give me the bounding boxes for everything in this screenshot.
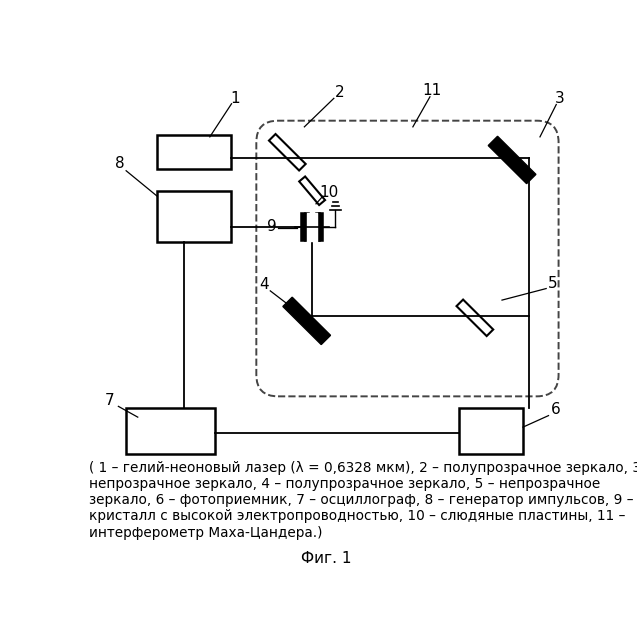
Text: 2: 2: [334, 84, 344, 100]
Bar: [157, 134, 231, 169]
Text: непрозрачное зеркало, 4 – полупрозрачное зеркало, 5 – непрозрачное: непрозрачное зеркало, 4 – полупрозрачное…: [89, 477, 600, 491]
Text: 8: 8: [115, 156, 125, 170]
Text: интерферометр Маха-Цандера.): интерферометр Маха-Цандера.): [89, 525, 322, 540]
Text: зеркало, 6 – фотоприемник, 7 – осциллограф, 8 – генератор импульсов, 9 –: зеркало, 6 – фотоприемник, 7 – осциллогр…: [89, 493, 633, 508]
Polygon shape: [299, 177, 325, 205]
Text: 3: 3: [555, 91, 565, 106]
Bar: [459, 408, 523, 454]
Polygon shape: [269, 134, 306, 170]
Text: 5: 5: [548, 276, 557, 291]
Text: Фиг. 1: Фиг. 1: [301, 550, 352, 566]
Polygon shape: [457, 300, 493, 336]
Text: 6: 6: [552, 402, 561, 417]
Text: 1: 1: [230, 91, 240, 106]
Text: 11: 11: [422, 83, 442, 98]
Text: 7: 7: [104, 393, 114, 408]
Text: кристалл с высокой электропроводностью, 10 – слюдяные пластины, 11 –: кристалл с высокой электропроводностью, …: [89, 509, 626, 524]
Bar: [157, 191, 231, 243]
Text: 4: 4: [259, 277, 269, 292]
Polygon shape: [283, 297, 331, 344]
Polygon shape: [488, 136, 536, 184]
Text: 9: 9: [267, 220, 276, 234]
Text: 10: 10: [320, 185, 339, 200]
Text: ( 1 – гелий-неоновый лазер (λ = 0,6328 мкм), 2 – полупрозрачное зеркало, 3 –: ( 1 – гелий-неоновый лазер (λ = 0,6328 м…: [89, 461, 637, 475]
Bar: [126, 408, 215, 454]
